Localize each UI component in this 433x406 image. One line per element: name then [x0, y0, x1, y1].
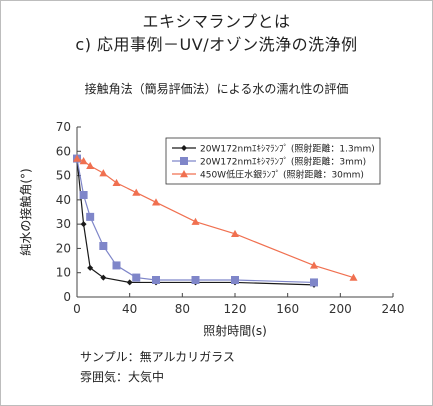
data-point-triangle	[132, 188, 141, 196]
y-tick-label: 0	[63, 290, 71, 304]
data-point-square	[180, 157, 188, 165]
data-point-diamond	[87, 264, 94, 271]
data-point-diamond	[80, 221, 87, 228]
data-point-triangle	[79, 157, 88, 165]
data-point-square	[86, 212, 95, 221]
atmosphere-note: 雰囲気：大気中	[80, 370, 165, 384]
x-tick-label: 120	[224, 302, 247, 316]
legend-box	[165, 137, 381, 185]
x-axis-label: 照射時間(s)	[203, 323, 267, 338]
data-point-triangle	[73, 154, 81, 162]
sample-note: サンプル：無アルカリガラス	[80, 350, 235, 364]
y-tick-label: 30	[56, 217, 71, 231]
data-point-triangle	[349, 273, 358, 281]
x-tick-label: 200	[329, 302, 352, 316]
series-line-2	[76, 158, 315, 284]
y-tick-label: 60	[56, 144, 71, 158]
x-tick-label: 160	[276, 302, 299, 316]
data-point-triangle	[231, 229, 239, 238]
y-tick-label: 20	[56, 241, 71, 255]
y-tick-label: 70	[56, 120, 71, 134]
y-axis-label: 純水の接触角(°)	[18, 168, 33, 255]
data-point-triangle	[152, 198, 160, 206]
x-tick-label: 240	[382, 302, 405, 316]
legend-label: 20W172nmｴｷｼﾏﾗﾝﾌﾟ (照射距離：1.3mm)	[200, 143, 375, 155]
data-point-triangle	[86, 161, 95, 170]
data-point-triangle	[99, 169, 108, 177]
x-tick-label: 0	[73, 302, 81, 316]
chart-title: 接触角法（簡易評価法）による水の濡れ性の評価	[84, 82, 349, 96]
data-point-triangle	[180, 170, 188, 178]
data-point-triangle	[310, 261, 318, 269]
data-point-square	[132, 273, 141, 282]
data-point-square	[79, 191, 88, 199]
x-tick-label: 80	[175, 302, 190, 316]
data-point-square	[99, 242, 108, 250]
y-tick-label: 40	[56, 193, 71, 207]
legend-label: 450W低圧水銀ﾗﾝﾌﾟ (照射距離：30mm)	[200, 169, 364, 181]
data-point-square	[152, 276, 160, 284]
data-point-square	[231, 276, 239, 284]
data-point-diamond	[181, 145, 187, 151]
legend-label: 20W172nmｴｷｼﾏﾗﾝﾌﾟ (照射距離：3mm)	[200, 156, 366, 168]
y-tick-label: 50	[56, 169, 71, 183]
data-point-square	[310, 278, 318, 287]
data-point-square	[112, 261, 121, 270]
data-point-diamond	[126, 279, 133, 286]
page-title: エキシマランプとは	[142, 12, 291, 31]
x-tick-label: 40	[122, 302, 137, 316]
data-point-triangle	[112, 178, 121, 187]
data-point-diamond	[100, 274, 107, 281]
data-point-triangle	[191, 217, 200, 225]
page-subtitle: c) 応用事例－UV/オゾン洗浄の洗浄例	[75, 35, 358, 54]
data-point-square	[191, 276, 200, 284]
y-tick-label: 10	[56, 266, 71, 280]
